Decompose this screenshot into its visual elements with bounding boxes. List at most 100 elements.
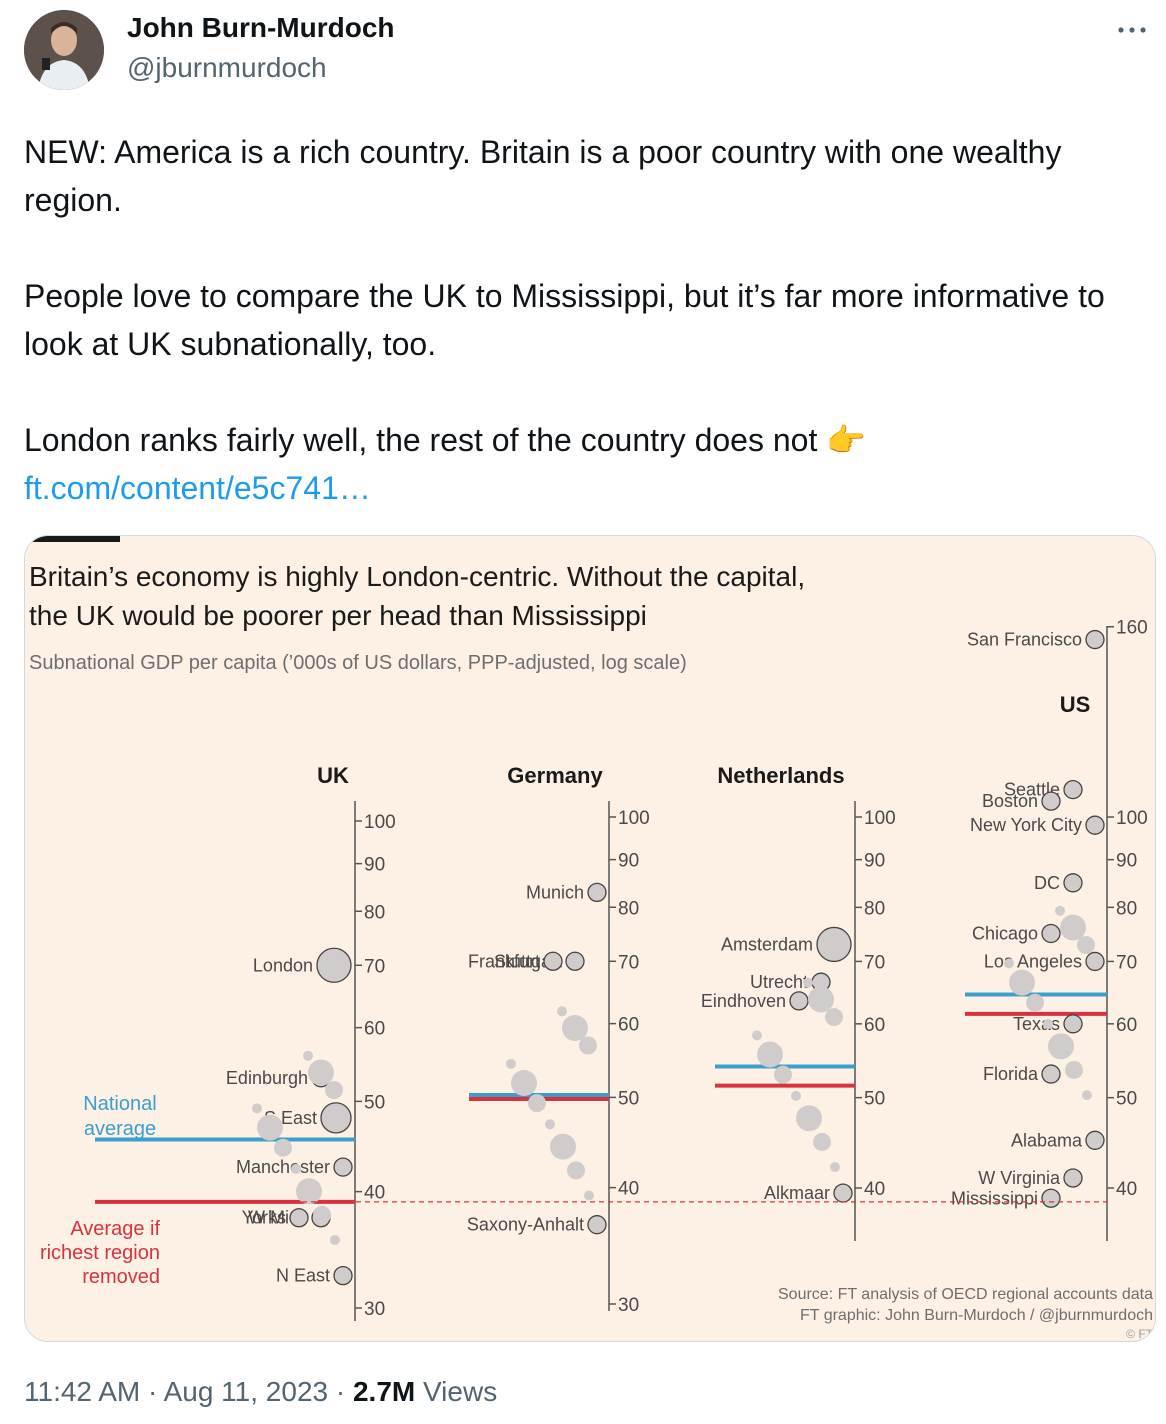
region-label: Amsterdam [721,934,813,954]
y-tick-label: 70 [864,952,885,973]
region-dot [1004,958,1014,969]
region-dot [320,1102,352,1134]
region-dot [1065,1060,1083,1079]
author-name[interactable]: John Burn-Murdoch [127,12,395,43]
y-tick-label: 40 [1116,1179,1137,1200]
region-dot [557,1006,567,1017]
chart-copyright: © FT [1126,1327,1154,1341]
y-tick-label: 40 [364,1183,385,1204]
region-dot [511,1069,537,1096]
y-tick-label: 90 [1116,851,1137,872]
region-dot [752,1030,762,1041]
region-label: Manchester [236,1157,330,1177]
region-dot [774,1065,792,1084]
region-dot [1041,1188,1061,1208]
y-tick-label: 70 [364,956,385,977]
region-dot [1063,873,1083,893]
timestamp-row: 11:42 AM · Aug 11, 2023 · 2.7M Views [24,1376,497,1408]
y-tick-label: 50 [618,1088,639,1109]
region-dot [1063,1014,1083,1034]
panel-title: Germany [507,763,603,788]
region-label: Saxony-Anhalt [467,1215,584,1235]
region-dot [316,947,352,983]
region-label: Alabama [1011,1130,1083,1150]
region-dot [808,986,834,1013]
more-icon [1118,27,1146,33]
y-tick-label: 60 [864,1015,885,1036]
chart-svg: Britain’s economy is highly London-centr… [25,536,1155,1341]
y-tick-label: 160 [1116,618,1148,639]
chart-title: Britain’s economy is highly London-centr… [29,561,805,592]
region-dot [1063,779,1083,800]
region-dot [1085,951,1105,972]
region-label: DC [1034,873,1060,893]
y-tick-label: 60 [618,1015,639,1036]
region-dot [1048,1033,1074,1060]
region-dot [816,926,852,963]
region-dot [1026,993,1044,1012]
panel-title: UK [317,763,349,788]
region-dot [289,1208,309,1228]
region-dot [830,1162,840,1173]
separator: · [148,1376,158,1407]
region-dot [543,951,563,971]
tweet-date[interactable]: Aug 11, 2023 [163,1376,329,1407]
chart-subtitle: Subnational GDP per capita (’000s of US … [29,652,687,674]
region-dot [587,882,607,903]
views-count: 2.7M [352,1376,416,1407]
legend-without-richest-label: removed [82,1266,160,1288]
region-label: Mississippi [951,1188,1038,1208]
avatar-photo [24,10,104,90]
views-label: Views [423,1376,498,1407]
y-tick-label: 30 [364,1299,385,1320]
panel-title: US [1060,692,1091,717]
y-tick-label: 100 [1116,808,1148,829]
region-dot [1063,1168,1083,1188]
y-tick-label: 80 [364,902,385,923]
y-tick-label: 90 [618,851,639,872]
region-dot [296,1178,322,1205]
region-dot [1060,914,1086,941]
region-label: Munich [526,882,584,902]
tweet-paragraph: NEW: America is a rich country. Britain … [24,134,1062,218]
author-handle[interactable]: @jburnmurdoch [127,52,327,83]
region-dot [565,951,585,971]
region-label: New York City [970,815,1082,835]
region-dot [1085,815,1105,835]
y-tick-label: 30 [618,1295,639,1316]
region-label: Los Angeles [984,951,1082,971]
y-tick-label: 60 [1116,1015,1137,1036]
region-label: Frankfurt [468,951,540,971]
region-dot [1085,1130,1105,1150]
tweet-text: NEW: America is a rich country. Britain … [24,128,1124,512]
region-dot [1043,1018,1053,1029]
avatar[interactable] [24,10,104,90]
chart-image[interactable]: Britain’s economy is highly London-centr… [24,535,1156,1342]
region-dot [1009,969,1035,996]
region-dot [757,1041,783,1068]
region-dot [791,1090,801,1101]
region-dot [579,1036,597,1055]
y-tick-label: 40 [618,1179,639,1200]
chart-background [25,536,1155,1341]
region-dot [333,1265,353,1286]
region-dot [545,1119,555,1130]
tweet-time[interactable]: 11:42 AM [24,1376,141,1407]
panel-title: Netherlands [717,763,844,788]
more-options-button[interactable] [1112,14,1152,46]
region-dot [506,1058,516,1069]
region-label: Chicago [972,923,1038,943]
y-tick-label: 80 [1116,898,1137,919]
region-label: Edinburgh [226,1068,308,1088]
y-tick-label: 90 [364,855,385,876]
y-tick-label: 80 [618,898,639,919]
region-dot [252,1103,262,1114]
y-tick-label: 90 [864,851,885,872]
region-dot [1041,1064,1061,1084]
region-dot [803,977,813,988]
article-link[interactable]: ft.com/content/e5c741… [24,470,371,506]
y-tick-label: 50 [864,1089,885,1110]
region-dot [833,1183,853,1203]
y-tick-label: 80 [864,898,885,919]
region-dot [291,1163,301,1174]
